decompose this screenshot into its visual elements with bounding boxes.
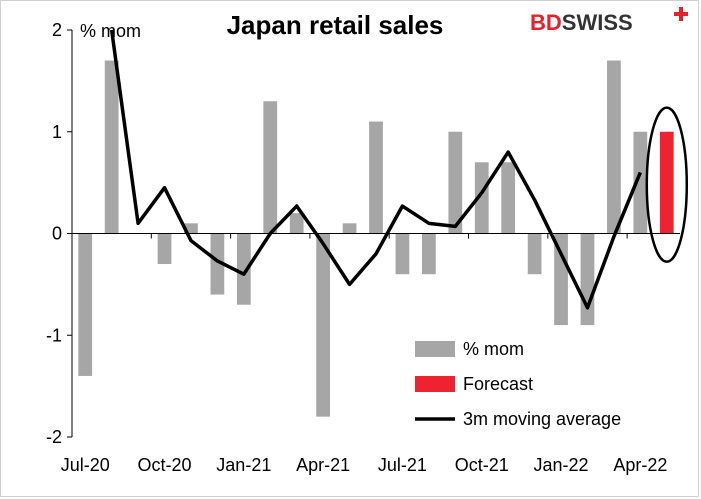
bar: [210, 233, 225, 295]
logo: BDSWISS: [530, 7, 688, 35]
bar: [184, 223, 198, 234]
svg-text:BDSWISS: BDSWISS: [530, 10, 633, 35]
x-tick-label: Oct-20: [138, 455, 192, 475]
bar: [554, 233, 568, 326]
x-tick-label: Apr-21: [296, 455, 350, 475]
y-tick-label: 2: [52, 20, 62, 40]
x-tick-label: Jan-22: [534, 455, 589, 475]
bar: [342, 223, 357, 234]
bar: [78, 233, 93, 376]
bar-series: [78, 60, 674, 417]
legend-swatch: [415, 376, 455, 392]
bar: [316, 233, 331, 417]
bar: [263, 101, 278, 234]
logo-text-b: SWISS: [562, 10, 633, 35]
x-tick-label: Oct-21: [455, 455, 509, 475]
bar: [527, 233, 542, 275]
x-tick-label: Jul-21: [378, 455, 427, 475]
bar: [607, 60, 621, 234]
legend-label: Forecast: [463, 374, 533, 394]
bar: [369, 121, 383, 234]
bar: [395, 233, 410, 275]
bar: [633, 131, 648, 234]
bar: [157, 233, 172, 265]
bar: [289, 213, 304, 234]
y-tick-label: 1: [52, 122, 62, 142]
bar: [236, 233, 251, 305]
y-tick-label: 0: [52, 224, 62, 244]
y-tick-label: -2: [46, 427, 62, 447]
legend-label: 3m moving average: [463, 409, 621, 429]
chart-title: Japan retail sales: [227, 10, 444, 40]
x-tick-label: Jan-21: [216, 455, 271, 475]
bar: [580, 233, 595, 326]
logo-text-a: BD: [530, 10, 562, 35]
line-series: [109, 29, 642, 310]
bar: [501, 162, 516, 234]
legend: % mom Forecast 3m moving average: [415, 339, 621, 429]
legend-swatch: [415, 341, 455, 357]
x-tick-label: Jul-20: [61, 455, 110, 475]
bar: [448, 131, 463, 234]
x-tick-label: Apr-22: [613, 455, 667, 475]
legend-label: % mom: [463, 339, 524, 359]
y-axis: -2 -1 0 1 2: [46, 20, 73, 447]
bar: [421, 233, 436, 275]
forecast-bar: [659, 131, 674, 234]
bar: [474, 162, 489, 234]
swiss-cross-icon: [674, 7, 688, 21]
forecast-annotation: [645, 106, 689, 263]
forecast-ellipse: [645, 106, 689, 263]
bar: [104, 60, 119, 234]
x-axis: Jul-20 Oct-20 Jan-21 Apr-21 Jul-21 Oct-21 Jan-…: [61, 233, 680, 475]
moving-average-line: [109, 29, 642, 310]
y-tick-label: -1: [46, 325, 62, 345]
